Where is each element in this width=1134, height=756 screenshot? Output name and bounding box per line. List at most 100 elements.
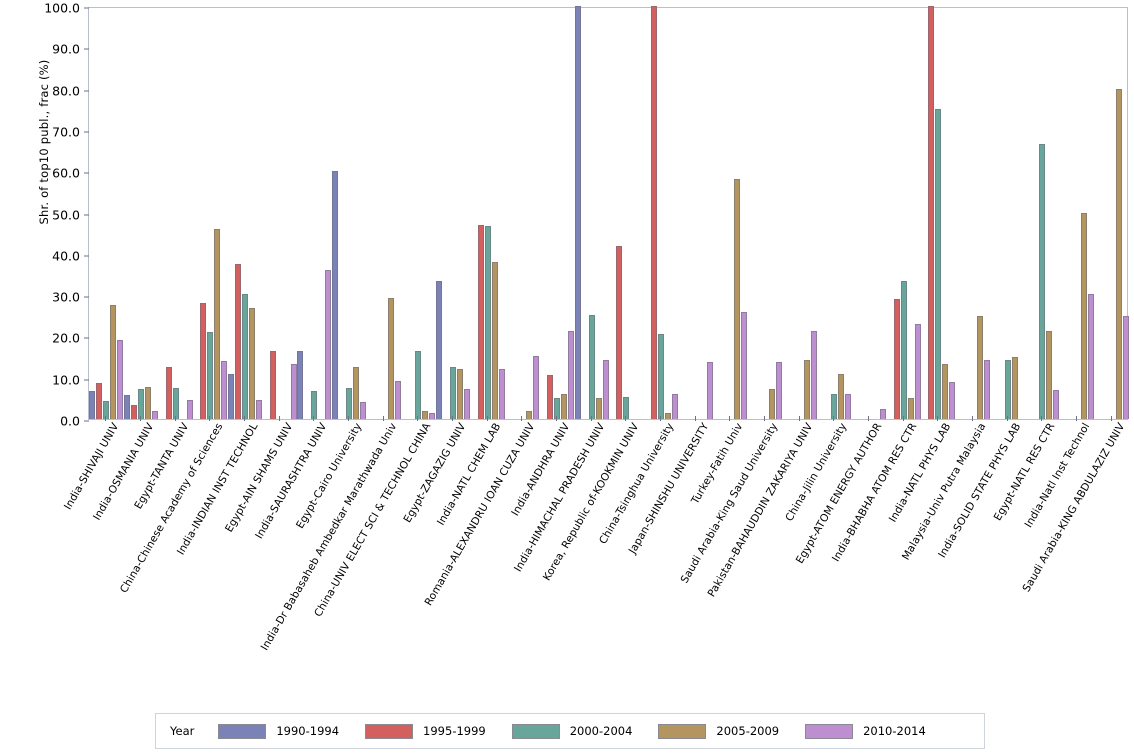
bar-group [505, 8, 540, 419]
bar[interactable] [650, 6, 657, 419]
bar[interactable] [574, 6, 581, 419]
legend-item[interactable]: 2000-2004 [511, 723, 632, 739]
bar[interactable] [546, 374, 553, 419]
bar[interactable] [234, 264, 241, 419]
bar[interactable] [214, 229, 221, 419]
bar[interactable] [325, 270, 332, 419]
bar[interactable] [345, 388, 352, 419]
bar[interactable] [935, 109, 942, 419]
bar[interactable] [983, 359, 990, 419]
bar[interactable] [110, 305, 117, 419]
bar[interactable] [623, 397, 630, 419]
bar[interactable] [1011, 357, 1018, 419]
bar[interactable] [130, 404, 137, 419]
bar[interactable] [123, 394, 130, 419]
bar[interactable] [269, 350, 276, 419]
bar[interactable] [900, 281, 907, 419]
bar[interactable] [241, 293, 248, 419]
bar[interactable] [588, 314, 595, 419]
bar[interactable] [456, 369, 463, 419]
bar[interactable] [415, 350, 422, 419]
bar[interactable] [907, 397, 914, 419]
bar[interactable] [331, 171, 338, 419]
bar[interactable] [387, 298, 394, 419]
bar[interactable] [89, 390, 96, 419]
bar[interactable] [616, 245, 623, 419]
bar[interactable] [602, 359, 609, 419]
bar[interactable] [775, 361, 782, 419]
y-axis-tick-label: 70.0 [52, 124, 80, 140]
bar[interactable] [227, 373, 234, 419]
bar[interactable] [255, 400, 262, 419]
bar[interactable] [186, 400, 193, 419]
bar[interactable] [560, 394, 567, 419]
bar[interactable] [1053, 390, 1060, 419]
bar[interactable] [533, 355, 540, 419]
bar[interactable] [248, 307, 255, 419]
bar[interactable] [879, 408, 886, 419]
bar[interactable] [1087, 293, 1094, 419]
legend-item[interactable]: 1995-1999 [365, 723, 486, 739]
x-axis-tick-mark [798, 416, 800, 421]
bar[interactable] [942, 364, 949, 419]
bar[interactable] [657, 333, 664, 419]
bar[interactable] [831, 394, 838, 419]
bar[interactable] [311, 390, 318, 419]
bar[interactable] [567, 331, 574, 419]
bar[interactable] [928, 6, 935, 419]
bar[interactable] [768, 388, 775, 419]
bar[interactable] [352, 367, 359, 419]
bar[interactable] [290, 364, 297, 419]
bar[interactable] [1122, 315, 1129, 419]
bar[interactable] [845, 394, 852, 419]
bar[interactable] [429, 412, 436, 419]
bar[interactable] [449, 367, 456, 419]
bar[interactable] [477, 224, 484, 419]
bar[interactable] [137, 389, 144, 419]
bar[interactable] [553, 397, 560, 419]
bar[interactable] [165, 366, 172, 419]
bar[interactable] [172, 387, 179, 419]
bar[interactable] [359, 402, 366, 419]
bar[interactable] [1004, 359, 1011, 419]
bar[interactable] [151, 411, 158, 419]
bar[interactable] [664, 412, 671, 419]
bar[interactable] [526, 410, 533, 419]
bar[interactable] [914, 324, 921, 419]
legend-item[interactable]: 2005-2009 [658, 723, 779, 739]
bar[interactable] [207, 332, 214, 419]
bar[interactable] [463, 389, 470, 419]
bar[interactable] [595, 398, 602, 419]
legend-item[interactable]: 1990-1994 [218, 723, 339, 739]
bar[interactable] [297, 350, 304, 419]
legend-item[interactable]: 2010-2014 [805, 723, 926, 739]
bar[interactable] [838, 374, 845, 419]
bar[interactable] [422, 410, 429, 419]
bar[interactable] [803, 359, 810, 419]
bar[interactable] [394, 380, 401, 419]
bar[interactable] [200, 303, 207, 419]
bar[interactable] [221, 361, 228, 419]
bar[interactable] [144, 386, 151, 419]
bar[interactable] [491, 262, 498, 419]
bar[interactable] [671, 394, 678, 419]
bar[interactable] [498, 369, 505, 419]
bar[interactable] [1115, 88, 1122, 419]
x-axis-tick-label: Egypt-AIN SHAMS UNIV [222, 421, 296, 535]
bar[interactable] [1080, 212, 1087, 419]
bar[interactable] [103, 401, 110, 419]
bar[interactable] [1046, 331, 1053, 419]
bar[interactable] [435, 281, 442, 419]
bar[interactable] [949, 381, 956, 419]
bar[interactable] [484, 226, 491, 419]
bar[interactable] [976, 315, 983, 419]
y-axis-tick-label: 10.0 [52, 372, 80, 388]
bar[interactable] [810, 331, 817, 419]
bar[interactable] [741, 311, 748, 419]
bar[interactable] [734, 179, 741, 419]
bar[interactable] [1039, 143, 1046, 419]
bar[interactable] [706, 361, 713, 419]
bar[interactable] [96, 383, 103, 419]
bar[interactable] [893, 299, 900, 419]
bar[interactable] [117, 340, 124, 419]
